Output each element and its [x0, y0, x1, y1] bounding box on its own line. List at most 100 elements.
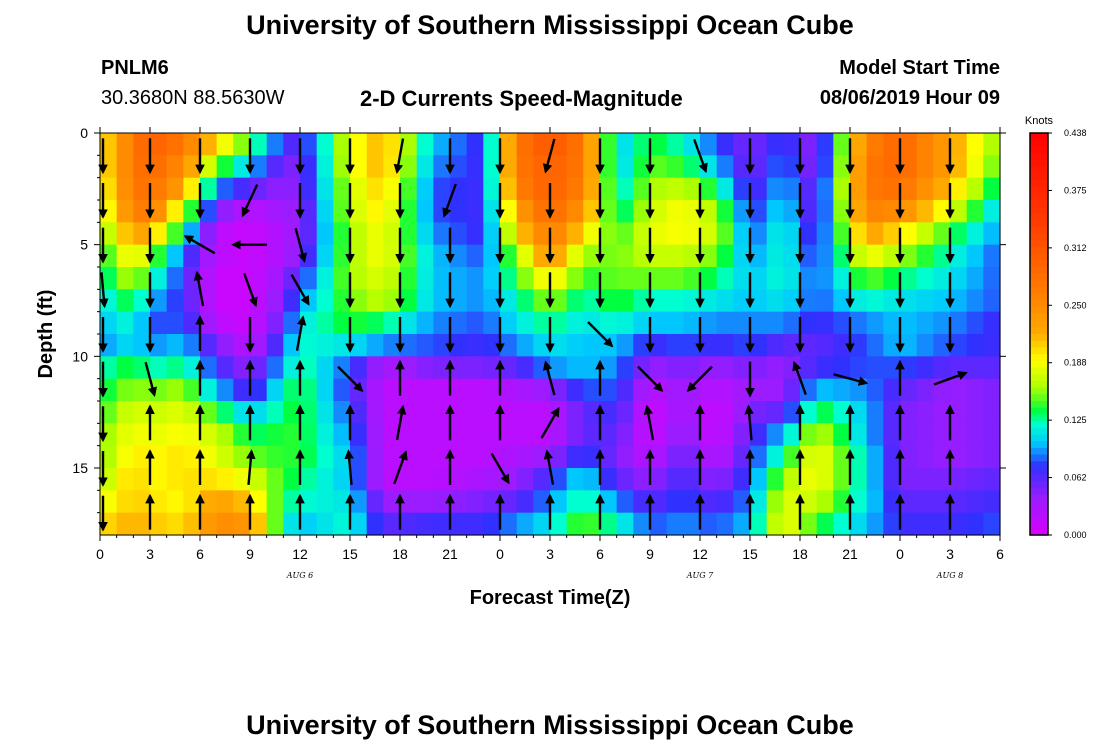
heatmap-cell: [316, 490, 334, 514]
heatmap-cell: [500, 334, 518, 357]
heatmap-cell: [533, 267, 551, 290]
heatmap-cell: [650, 490, 668, 514]
heatmap-cell: [600, 267, 618, 290]
heatmap-cell: [133, 401, 151, 424]
heatmap-cell: [916, 512, 934, 536]
heatmap-cell: [850, 244, 868, 268]
heatmap-cell: [250, 334, 268, 357]
heatmap-cell: [266, 490, 284, 514]
heatmap-cell: [316, 356, 334, 380]
heatmap-cell: [333, 200, 351, 223]
heatmap-cell: [183, 244, 201, 268]
heatmap-cell: [700, 133, 718, 156]
current-vector: [344, 449, 354, 486]
heatmap-cell: [133, 222, 151, 246]
colorbar-segment: [1030, 280, 1048, 288]
heatmap-cell: [600, 423, 618, 447]
heatmap-cell: [400, 267, 418, 290]
heatmap-cell: [633, 378, 651, 402]
heatmap-cell: [166, 155, 184, 179]
heatmap-cell: [600, 311, 618, 335]
heatmap-cell: [150, 490, 168, 514]
colorbar-segment: [1030, 474, 1048, 482]
heatmap-cell: [316, 334, 334, 357]
heatmap-cell: [633, 468, 651, 491]
heatmap-cell: [850, 512, 868, 536]
heatmap-cell: [516, 468, 534, 491]
heatmap-cell: [750, 244, 768, 268]
heatmap-cell: [183, 423, 201, 447]
heatmap-cell: [483, 155, 501, 179]
heatmap-cell: [200, 155, 218, 179]
colorbar-segment: [1030, 367, 1048, 375]
heatmap-cell: [400, 378, 418, 402]
x-tick-label: 18: [392, 546, 408, 562]
heatmap-cell: [483, 267, 501, 290]
heatmap-cell: [866, 177, 884, 201]
heatmap-cell: [416, 200, 434, 223]
x-tick-label: 0: [96, 546, 104, 562]
heatmap-cell: [483, 200, 501, 223]
heatmap-cell: [450, 356, 468, 380]
heatmap-cell: [516, 289, 534, 313]
heatmap-cell: [800, 267, 818, 290]
heatmap-cell: [400, 512, 418, 536]
heatmap-cell: [366, 356, 384, 380]
heatmap-cell: [983, 177, 1001, 201]
heatmap-cell: [350, 468, 368, 491]
heatmap-cell: [366, 401, 384, 424]
heatmap-cell: [833, 311, 851, 335]
heatmap-cell: [316, 200, 334, 223]
heatmap-cell: [133, 177, 151, 201]
heatmap-cell: [950, 289, 968, 313]
heatmap-cell: [300, 490, 318, 514]
colorbar-segment: [1030, 220, 1048, 228]
heatmap-cell: [550, 133, 568, 156]
heatmap-cell: [583, 267, 601, 290]
heatmap-cell: [716, 222, 734, 246]
heatmap-cell: [816, 378, 834, 402]
heatmap-cell: [566, 445, 584, 469]
heatmap-cell: [416, 423, 434, 447]
heatmap-cell: [533, 490, 551, 514]
heatmap-cell: [383, 445, 401, 469]
heatmap-cell: [833, 423, 851, 447]
heatmap-cell: [566, 200, 584, 223]
colorbar-segment: [1030, 514, 1048, 523]
heatmap-cell: [283, 155, 301, 179]
heatmap-cell: [800, 401, 818, 424]
heatmap-cell: [833, 356, 851, 380]
heatmap-cell: [550, 200, 568, 223]
colorbar-segment: [1030, 334, 1048, 342]
heatmap-cell: [666, 311, 684, 335]
heatmap-cell: [866, 445, 884, 469]
heatmap-cell: [433, 133, 451, 156]
heatmap-cell: [100, 445, 118, 469]
colorbar-segment: [1030, 273, 1048, 281]
heatmap-cell: [383, 289, 401, 313]
heatmap-cell: [783, 445, 801, 469]
heatmap-cell: [533, 177, 551, 201]
heatmap-cell: [166, 512, 184, 536]
heatmap-cell: [850, 289, 868, 313]
heatmap-cell: [300, 177, 318, 201]
heatmap-cell: [766, 445, 784, 469]
heatmap-cell: [133, 244, 151, 268]
heatmap-cell: [833, 289, 851, 313]
heatmap-cell: [900, 468, 918, 491]
heatmap-cell: [833, 200, 851, 223]
heatmap-cell: [216, 423, 234, 447]
heatmap-cell: [333, 468, 351, 491]
heatmap-cell: [500, 133, 518, 156]
heatmap-cell: [650, 222, 668, 246]
heatmap-cell: [816, 423, 834, 447]
current-vector: [542, 138, 556, 174]
x-tick-label: 18: [792, 546, 808, 562]
heatmap-cell: [516, 133, 534, 156]
colorbar-segment: [1030, 307, 1048, 315]
heatmap-cell: [833, 378, 851, 402]
heatmap-cell: [933, 177, 951, 201]
heatmap-cell: [616, 512, 634, 536]
colorbar-segment: [1030, 407, 1048, 415]
colorbar-segment: [1030, 246, 1048, 255]
